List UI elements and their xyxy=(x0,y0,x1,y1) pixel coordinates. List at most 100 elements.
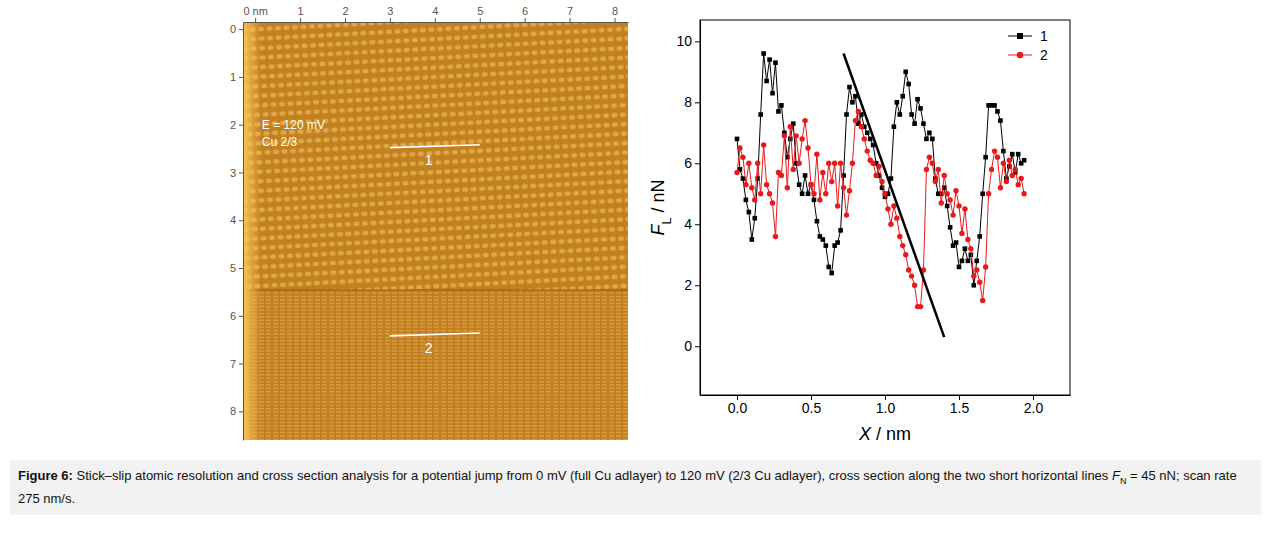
data-point xyxy=(977,234,982,239)
data-point xyxy=(1010,152,1015,157)
x-tick-label: 0.0 xyxy=(728,400,748,416)
data-point xyxy=(758,191,763,196)
data-point xyxy=(747,210,752,215)
data-point xyxy=(966,259,971,264)
x-tick-label: 0.5 xyxy=(802,400,822,416)
data-point xyxy=(767,57,772,62)
data-point xyxy=(835,203,840,208)
data-point xyxy=(788,124,793,129)
data-point xyxy=(797,182,802,187)
image-y-tick-label: 5 xyxy=(230,262,236,274)
image-y-tick-label: 4 xyxy=(230,214,236,226)
data-point xyxy=(773,234,778,239)
data-point xyxy=(933,179,938,184)
data-point xyxy=(924,137,929,142)
series-line xyxy=(737,111,1024,306)
y-tick: 10 xyxy=(676,33,700,49)
data-point xyxy=(844,112,849,117)
image-y-tick: 0 xyxy=(230,23,243,35)
data-point xyxy=(936,167,941,172)
data-point xyxy=(788,137,793,142)
data-point xyxy=(944,191,949,196)
image-x-tick-mark xyxy=(615,18,616,22)
data-point xyxy=(770,200,775,205)
data-point xyxy=(805,145,810,150)
data-point xyxy=(977,279,982,284)
figure: 0 nm1234567801234567812E = 120 mVCu 2/30… xyxy=(0,0,1271,452)
image-y-tick-mark xyxy=(239,364,243,365)
image-y-tick-mark xyxy=(239,125,243,126)
data-point xyxy=(942,173,947,178)
data-point xyxy=(752,197,757,202)
data-point xyxy=(930,161,935,166)
data-point xyxy=(965,237,970,242)
data-point xyxy=(832,161,837,166)
data-point xyxy=(989,167,994,172)
data-point xyxy=(802,118,807,123)
legend-item: 2 xyxy=(1008,47,1048,63)
data-point xyxy=(785,185,790,190)
data-point xyxy=(980,191,985,196)
data-point xyxy=(986,191,991,196)
data-point xyxy=(927,131,932,136)
y-tick: 4 xyxy=(684,216,700,232)
data-point xyxy=(859,124,864,129)
image-y-tick: 8 xyxy=(230,405,243,417)
y-tick: 8 xyxy=(684,94,700,110)
afm-streaky-region xyxy=(243,290,628,440)
y-tick-mark xyxy=(695,346,700,347)
image-x-tick-label: 3 xyxy=(387,5,393,17)
data-point xyxy=(821,237,826,242)
data-point xyxy=(895,100,900,105)
data-point xyxy=(879,179,884,184)
image-x-tick-mark xyxy=(300,18,301,22)
data-point xyxy=(900,243,905,248)
y-tick-label: 0 xyxy=(684,338,692,354)
image-y-tick: 7 xyxy=(230,358,243,370)
data-point xyxy=(776,109,781,114)
image-y-tick-label: 2 xyxy=(230,119,236,131)
data-point xyxy=(758,112,763,117)
y-tick-label: 4 xyxy=(684,216,692,232)
data-point xyxy=(835,240,840,245)
image-y-tick: 4 xyxy=(230,214,243,226)
series-markers xyxy=(735,51,1027,287)
legend: 12 xyxy=(1008,28,1048,63)
image-x-tick: 5 xyxy=(477,5,483,22)
x-tick: 2.0 xyxy=(1024,395,1044,416)
data-point xyxy=(962,206,967,211)
data-point xyxy=(743,182,748,187)
image-x-axis-line xyxy=(244,22,629,23)
x-tick: 0.0 xyxy=(728,395,748,416)
data-point xyxy=(912,121,917,126)
image-y-tick-mark xyxy=(239,77,243,78)
data-point xyxy=(856,109,861,114)
image-x-tick-label: 6 xyxy=(522,5,528,17)
y-tick: 2 xyxy=(684,277,700,293)
x-axis-title: X / nm xyxy=(858,424,911,444)
data-point xyxy=(847,85,852,90)
legend-label: 2 xyxy=(1040,47,1048,63)
image-y-tick-label: 8 xyxy=(230,405,236,417)
data-point xyxy=(960,259,965,264)
image-y-tick: 2 xyxy=(230,119,243,131)
image-x-tick-mark xyxy=(480,18,481,22)
x-axis: 0.00.51.01.52.0 xyxy=(701,395,1071,416)
cross-section-label: 1 xyxy=(425,152,433,168)
data-point xyxy=(995,109,1000,114)
data-point xyxy=(1016,152,1021,157)
y-tick-mark xyxy=(695,285,700,286)
data-point xyxy=(876,164,881,169)
legend-marker xyxy=(1017,52,1023,58)
plot-marks xyxy=(734,51,1027,337)
x-tick-label: 2.0 xyxy=(1024,400,1044,416)
y-tick-label: 6 xyxy=(684,155,692,171)
data-point xyxy=(882,191,887,196)
legend-item: 1 xyxy=(1008,28,1048,44)
data-point xyxy=(959,231,964,236)
afm-edge xyxy=(243,22,261,440)
cross-section-lines xyxy=(390,145,480,336)
image-x-tick-mark xyxy=(525,18,526,22)
data-point xyxy=(794,133,799,138)
image-x-tick-mark xyxy=(435,18,436,22)
